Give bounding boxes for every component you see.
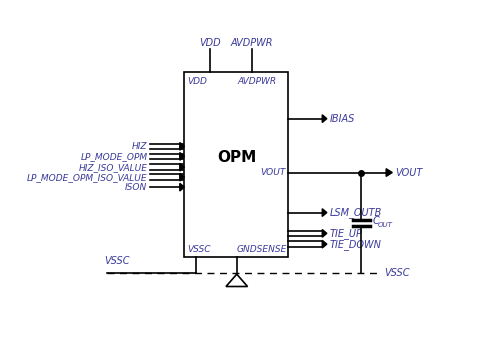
- Polygon shape: [386, 169, 392, 176]
- Text: OPM: OPM: [217, 150, 256, 164]
- Text: LSM_OUTB: LSM_OUTB: [330, 207, 382, 218]
- Text: VSSC: VSSC: [104, 256, 130, 266]
- Polygon shape: [322, 229, 327, 237]
- Text: VOUT: VOUT: [260, 168, 285, 177]
- Polygon shape: [322, 115, 327, 122]
- Polygon shape: [180, 183, 184, 191]
- Text: LP_MODE_OPM_ISO_VALUE: LP_MODE_OPM_ISO_VALUE: [27, 173, 147, 182]
- Text: VSSC: VSSC: [384, 268, 409, 278]
- Text: VOUT: VOUT: [396, 168, 423, 178]
- Text: LP_MODE_OPM: LP_MODE_OPM: [80, 152, 147, 161]
- Text: C: C: [373, 216, 380, 226]
- Text: TIE_DOWN: TIE_DOWN: [330, 239, 382, 249]
- Text: VDD: VDD: [199, 38, 221, 48]
- Polygon shape: [180, 153, 184, 160]
- Text: IBIAS: IBIAS: [330, 113, 355, 124]
- Text: HIZ: HIZ: [132, 142, 147, 151]
- Text: AVDPWR: AVDPWR: [231, 38, 274, 48]
- Text: VSSC: VSSC: [188, 245, 211, 254]
- Text: VDD: VDD: [188, 77, 207, 86]
- Polygon shape: [180, 173, 184, 181]
- Polygon shape: [180, 143, 184, 150]
- Polygon shape: [322, 240, 327, 248]
- Text: TIE_UP: TIE_UP: [330, 228, 363, 239]
- Text: AVDPWR: AVDPWR: [238, 77, 277, 86]
- Polygon shape: [226, 274, 248, 287]
- Text: ISON: ISON: [125, 183, 147, 192]
- Polygon shape: [180, 163, 184, 171]
- Text: HIZ_ISO_VALUE: HIZ_ISO_VALUE: [78, 163, 147, 172]
- Bar: [184, 73, 288, 257]
- Polygon shape: [322, 209, 327, 217]
- Text: GNDSENSE: GNDSENSE: [236, 245, 287, 254]
- Text: OUT: OUT: [378, 222, 393, 228]
